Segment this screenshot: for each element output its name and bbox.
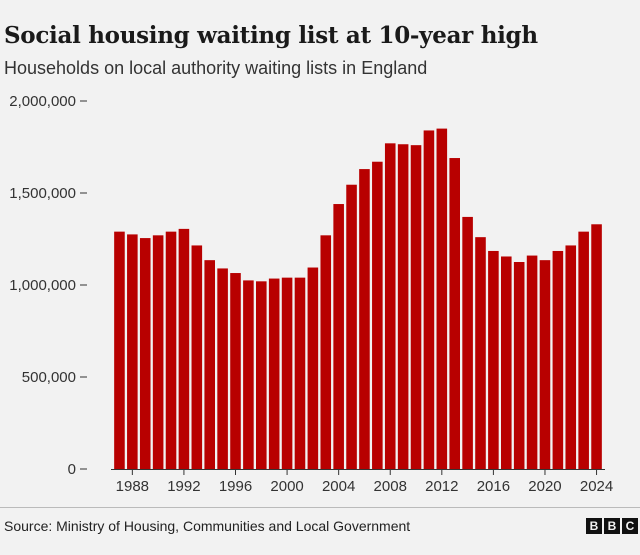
- bar: [449, 158, 460, 470]
- bar: [165, 231, 177, 469]
- bar: [475, 237, 486, 469]
- bar: [346, 184, 357, 469]
- bar: [565, 245, 577, 469]
- bar: [256, 281, 267, 469]
- bar: [114, 231, 125, 469]
- bar: [513, 262, 525, 469]
- bar: [488, 250, 499, 469]
- bar: [294, 277, 306, 469]
- bbc-logo-block: C: [622, 518, 638, 534]
- bar: [384, 143, 396, 469]
- bar: [152, 235, 164, 469]
- source-note: Source: Ministry of Housing, Communities…: [4, 518, 411, 534]
- bar: [333, 204, 344, 470]
- y-tick-label: 500,000: [22, 369, 76, 386]
- chart-subtitle: Households on local authority waiting li…: [4, 58, 428, 78]
- bar: [178, 228, 190, 469]
- bar: [359, 169, 370, 469]
- bar: [127, 234, 138, 469]
- bar: [243, 280, 254, 469]
- bar: [191, 245, 203, 469]
- y-tick-label: 2,000,000: [9, 93, 76, 110]
- bar: [462, 216, 473, 469]
- x-tick-label: 1988: [116, 478, 149, 495]
- bar: [591, 224, 602, 469]
- bbc-logo-block: B: [586, 518, 602, 534]
- chart-title: Social housing waiting list at 10-year h…: [4, 22, 538, 49]
- x-tick-label: 2004: [322, 478, 355, 495]
- x-tick-label: 2000: [270, 478, 303, 495]
- bar: [217, 268, 228, 469]
- y-tick-label: 1,500,000: [9, 185, 76, 202]
- bar: [526, 255, 538, 469]
- x-tick-label: 2012: [425, 478, 458, 495]
- bar: [436, 128, 448, 469]
- x-tick-label: 2016: [477, 478, 510, 495]
- bar: [552, 250, 564, 469]
- bar: [139, 238, 151, 469]
- bbc-logo: B B C: [586, 518, 638, 534]
- bar: [501, 256, 512, 469]
- bar: [410, 145, 422, 469]
- footer-divider: [0, 507, 640, 508]
- x-tick-label: 1996: [219, 478, 252, 495]
- bar: [307, 267, 319, 469]
- bbc-logo-block: B: [604, 518, 620, 534]
- bar: [268, 278, 280, 469]
- bar: [230, 273, 241, 469]
- bar: [423, 130, 435, 469]
- y-tick-label: 0: [68, 461, 76, 478]
- y-tick-label: 1,000,000: [9, 277, 76, 294]
- x-tick-label: 2008: [374, 478, 407, 495]
- bar: [372, 161, 383, 469]
- bar: [578, 231, 589, 469]
- bar: [320, 235, 332, 469]
- bar-chart: 0 500,000 1,000,000 1,500,000 2,000,000 1988 1…: [9, 93, 613, 495]
- bar: [397, 144, 409, 470]
- bar: [204, 260, 215, 469]
- x-tick-label: 1992: [167, 478, 200, 495]
- bar: [539, 260, 551, 469]
- bar: [281, 277, 293, 469]
- x-tick-label: 2024: [580, 478, 613, 495]
- x-tick-label: 2020: [528, 478, 561, 495]
